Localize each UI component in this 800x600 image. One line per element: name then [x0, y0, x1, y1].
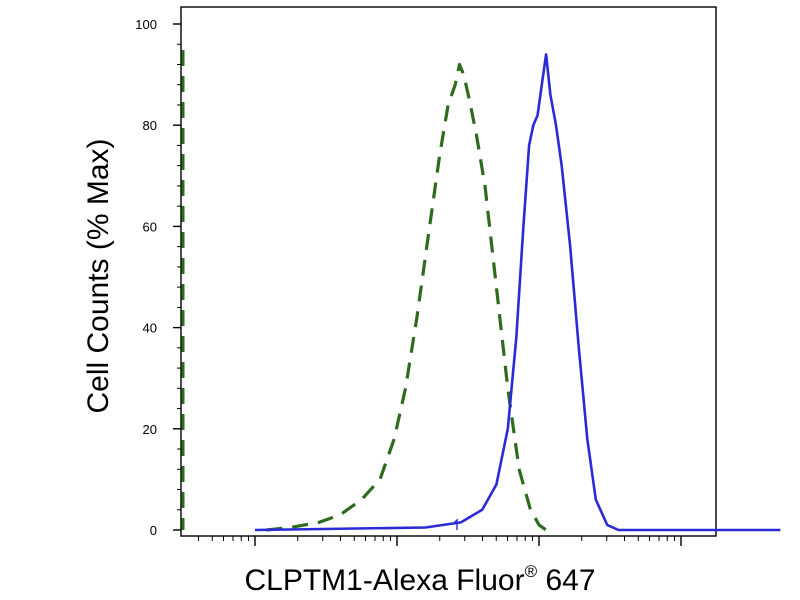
y-tick-label: 80: [143, 118, 157, 133]
y-tick-label: 100: [135, 17, 157, 32]
curve-markers: [181, 50, 458, 530]
x-axis-title-superscript: ®: [525, 562, 538, 581]
series-layer: [254, 53, 781, 532]
x-axis-title-suffix: 647: [537, 564, 595, 597]
series-line-1: [266, 62, 548, 532]
y-tick-label: 20: [143, 422, 157, 437]
marker-glyph: [452, 518, 458, 530]
plot-frame: [180, 6, 717, 537]
y-tick-label: 60: [143, 219, 157, 234]
y-tick-label: 40: [143, 321, 157, 336]
x-axis-title: CLPTM1-Alexa Fluor® 647: [245, 562, 596, 597]
y-tick-label: 0: [150, 523, 157, 538]
x-axis: [197, 536, 682, 546]
y-axis: 0 20 40 60 80 100: [135, 17, 181, 538]
y-axis-title: Cell Counts (% Max): [82, 138, 115, 413]
series-line-2: [254, 53, 781, 532]
x-axis-title-main: CLPTM1-Alexa Fluor: [245, 564, 525, 597]
